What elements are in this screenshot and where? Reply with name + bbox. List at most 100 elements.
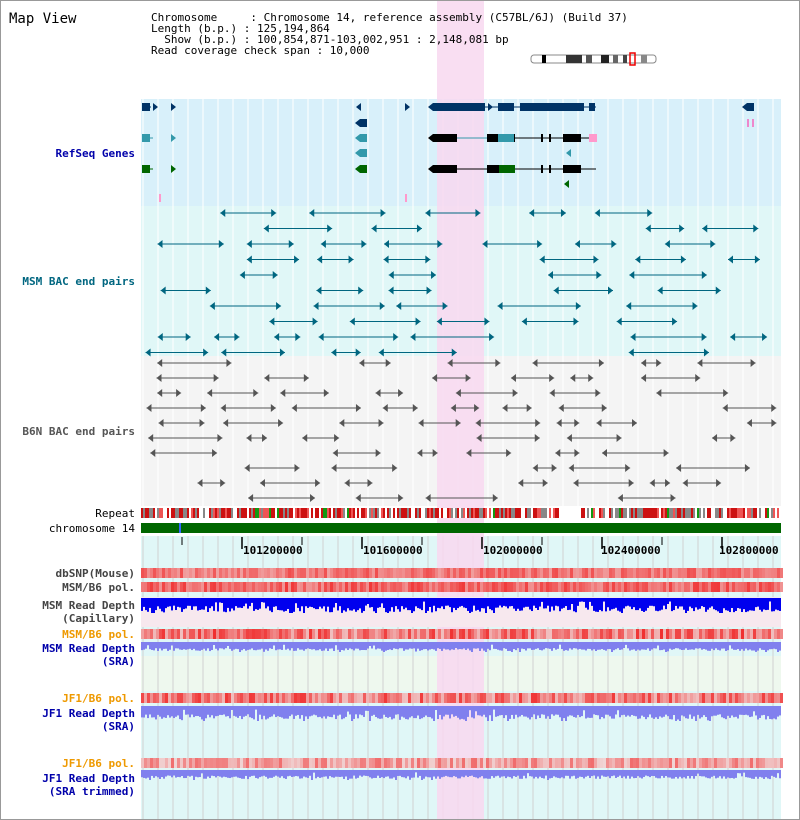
depth-bar xyxy=(755,642,757,652)
polymorphism-cell xyxy=(774,568,777,578)
bac-end xyxy=(437,240,443,248)
depth-bar xyxy=(777,770,779,774)
polymorphism-cell xyxy=(273,693,276,703)
depth-bar xyxy=(487,598,489,607)
depth-bar xyxy=(467,642,469,649)
bac-end xyxy=(197,479,203,487)
polymorphism-cell xyxy=(780,693,783,703)
polymorphism-cell xyxy=(471,582,474,592)
depth-bar xyxy=(303,642,305,651)
bac-end xyxy=(310,494,316,502)
bac-end xyxy=(262,434,268,442)
polymorphism-cell xyxy=(549,693,552,703)
repeat-segment xyxy=(425,508,427,518)
polymorphism-cell xyxy=(453,568,456,578)
track-label-refseq[interactable]: RefSeq Genes xyxy=(55,147,135,160)
depth-bar xyxy=(595,770,597,779)
polymorphism-cell xyxy=(528,693,531,703)
polymorphism-cell xyxy=(195,758,198,768)
depth-bar xyxy=(241,598,243,609)
depth-bar xyxy=(279,706,281,717)
polymorphism-cell xyxy=(303,582,306,592)
polymorphism-cell xyxy=(738,568,741,578)
polymorphism-cell xyxy=(618,629,621,639)
bac-end xyxy=(312,317,318,326)
polymorphism-cell xyxy=(312,629,315,639)
depth-bar xyxy=(551,706,553,715)
depth-bar xyxy=(195,642,197,651)
depth-bar xyxy=(447,706,449,715)
depth-bar xyxy=(337,706,339,716)
polymorphism-cell xyxy=(153,582,156,592)
strand-arrow xyxy=(355,165,360,173)
depth-bar xyxy=(205,706,207,719)
depth-bar xyxy=(491,706,493,721)
depth-bar xyxy=(601,642,603,650)
polymorphism-cell xyxy=(507,582,510,592)
track-label-jf1-b6-pol-2[interactable]: JF1/B6 pol. xyxy=(62,757,135,770)
polymorphism-cell xyxy=(624,582,627,592)
depth-bar xyxy=(391,770,393,779)
repeat-segment xyxy=(325,508,327,518)
repeat-segment xyxy=(675,508,677,518)
track-label-msm-b6-pol-2[interactable]: MSM/B6 pol. xyxy=(62,628,135,641)
polymorphism-cell xyxy=(537,582,540,592)
depth-bar xyxy=(299,642,301,650)
track-label-jf1-depth-trim[interactable]: JF1 Read Depth xyxy=(42,772,135,785)
depth-bar xyxy=(597,598,599,612)
depth-bar xyxy=(575,598,577,613)
repeat-segment xyxy=(305,508,307,518)
polymorphism-cell xyxy=(198,582,201,592)
polymorphism-cell xyxy=(234,568,237,578)
polymorphism-cell xyxy=(246,629,249,639)
polymorphism-cell xyxy=(453,582,456,592)
depth-bar xyxy=(471,706,473,718)
depth-bar xyxy=(763,642,765,650)
track-label-jf1-depth-trim-sub: (SRA trimmed) xyxy=(48,785,135,798)
polymorphism-cell xyxy=(357,758,360,768)
repeat-segment xyxy=(353,508,355,518)
depth-bar xyxy=(239,770,241,779)
repeat-segment xyxy=(411,508,413,518)
track-label-b6n-bac[interactable]: B6N BAC end pairs xyxy=(22,425,135,438)
repeat-segment xyxy=(621,508,623,518)
depth-bar xyxy=(729,770,731,779)
track-label-jf1-b6-pol[interactable]: JF1/B6 pol. xyxy=(62,692,135,705)
bac-end xyxy=(573,317,579,326)
polymorphism-cell xyxy=(567,629,570,639)
track-label-msm-bac[interactable]: MSM BAC end pairs xyxy=(22,275,135,288)
polymorphism-cell xyxy=(228,693,231,703)
repeat-segment xyxy=(645,508,647,518)
track-label-dbsnp[interactable]: dbSNP(Mouse) xyxy=(55,567,135,580)
depth-bar xyxy=(675,642,677,649)
polymorphism-cell xyxy=(444,568,447,578)
depth-bar xyxy=(195,598,197,607)
bac-end xyxy=(248,494,254,502)
depth-bar xyxy=(715,642,717,649)
repeat-segment xyxy=(377,508,379,518)
depth-bar xyxy=(479,706,481,716)
bac-end xyxy=(495,359,501,367)
repeat-segment xyxy=(755,508,757,518)
track-label-msm-b6-pol[interactable]: MSM/B6 pol. xyxy=(62,581,135,594)
polymorphism-cell xyxy=(723,582,726,592)
track-label-jf1-depth-sra[interactable]: JF1 Read Depth xyxy=(42,707,135,720)
depth-bar xyxy=(481,642,483,649)
depth-bar xyxy=(633,770,635,779)
depth-bar xyxy=(435,770,437,779)
polymorphism-cell xyxy=(693,568,696,578)
track-label-msm-depth-capillary[interactable]: MSM Read Depth xyxy=(42,599,135,612)
depth-bar xyxy=(737,598,739,609)
bac-end xyxy=(701,271,707,279)
polymorphism-cell xyxy=(267,758,270,768)
polymorphism-cell xyxy=(579,758,582,768)
polymorphism-cell xyxy=(393,693,396,703)
polymorphism-cell xyxy=(681,629,684,639)
polymorphism-cell xyxy=(408,758,411,768)
bac-end xyxy=(663,449,669,457)
depth-bar xyxy=(719,706,721,715)
track-label-msm-depth-sra[interactable]: MSM Read Depth xyxy=(42,642,135,655)
depth-bar xyxy=(335,642,337,646)
polymorphism-cell xyxy=(531,629,534,639)
